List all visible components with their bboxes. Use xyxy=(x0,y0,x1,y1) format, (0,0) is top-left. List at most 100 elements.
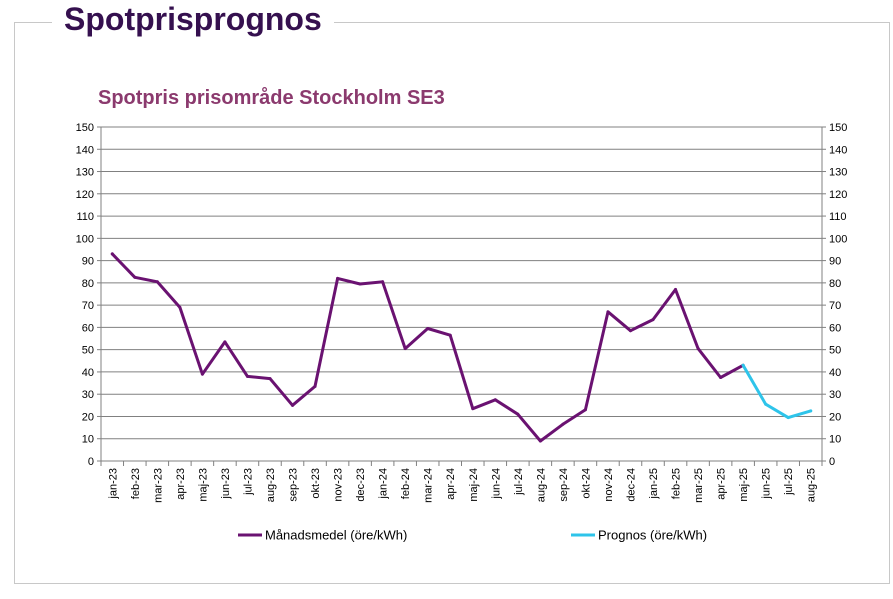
data-point xyxy=(155,280,159,284)
data-point xyxy=(223,340,227,344)
x-tick-label: okt-24 xyxy=(580,468,592,499)
x-tick-label: jun-25 xyxy=(761,468,773,500)
data-point xyxy=(426,327,430,331)
y-tick-label-right: 120 xyxy=(829,189,847,201)
data-point xyxy=(110,252,114,256)
legend-label: Månadsmedel (öre/kWh) xyxy=(265,528,407,543)
legend: Månadsmedel (öre/kWh) Prognos (öre/kWh) xyxy=(238,528,707,543)
data-point xyxy=(628,329,632,333)
data-point xyxy=(358,282,362,286)
y-tick-label-right: 10 xyxy=(829,434,841,446)
y-tick-label-right: 80 xyxy=(829,278,841,290)
x-tick-label: mar-24 xyxy=(423,468,435,503)
data-point xyxy=(674,288,678,292)
data-point xyxy=(313,384,317,388)
data-point xyxy=(245,374,249,378)
x-tick-label: maj-25 xyxy=(738,468,750,502)
data-point xyxy=(448,333,452,337)
y-tick-label-right: 100 xyxy=(829,233,847,245)
data-point xyxy=(381,280,385,284)
x-tick-label: apr-24 xyxy=(445,468,457,500)
series-line-manadsmedel xyxy=(110,252,745,443)
x-tick-label: apr-25 xyxy=(716,468,728,500)
data-point xyxy=(651,318,655,322)
x-tick-label: apr-23 xyxy=(175,468,187,500)
data-point xyxy=(516,412,520,416)
x-tick-label: jun-24 xyxy=(490,468,502,500)
x-tick-label: feb-23 xyxy=(130,468,142,499)
y-tick-label-left: 40 xyxy=(82,367,94,379)
series-line-prognos xyxy=(741,363,813,420)
x-tick-label: jan-23 xyxy=(107,468,119,500)
y-tick-label-left: 100 xyxy=(76,233,94,245)
y-tick-label-left: 50 xyxy=(82,345,94,357)
legend-item-prognos: Prognos (öre/kWh) xyxy=(571,528,707,543)
data-point xyxy=(719,376,723,379)
x-tick-label: jul-25 xyxy=(783,468,795,496)
data-point xyxy=(764,402,768,406)
y-tick-label-right: 150 xyxy=(829,122,847,134)
y-tick-label-left: 80 xyxy=(82,278,94,290)
x-tick-label: dec-23 xyxy=(355,468,367,502)
data-point xyxy=(178,305,182,309)
gridlines xyxy=(101,126,822,462)
legend-item-manadsmedel: Månadsmedel (öre/kWh) xyxy=(238,528,407,543)
data-point xyxy=(561,422,565,426)
y-tick-label-left: 150 xyxy=(76,122,94,134)
x-tick-label: feb-24 xyxy=(400,468,412,499)
y-tick-label-left: 130 xyxy=(76,167,94,179)
y-tick-label-left: 20 xyxy=(82,411,94,423)
y-tick-label-right: 0 xyxy=(829,456,835,468)
data-point xyxy=(133,275,137,279)
data-point xyxy=(606,310,610,314)
x-tick-label: maj-24 xyxy=(468,468,480,502)
series-layer xyxy=(110,252,813,443)
x-tick-label: jul-24 xyxy=(513,468,525,496)
y-tick-label-right: 50 xyxy=(829,345,841,357)
x-tick-label: nov-24 xyxy=(603,468,615,502)
data-point xyxy=(291,403,295,407)
x-tick-label: jun-23 xyxy=(220,468,232,500)
data-point xyxy=(696,347,700,351)
x-tick-label: dec-24 xyxy=(625,468,637,502)
y-tick-label-left: 140 xyxy=(76,144,94,156)
x-tick-label: aug-23 xyxy=(265,468,277,502)
page-title: Spotprisprognos xyxy=(52,0,334,38)
x-tick-label: sep-24 xyxy=(558,468,570,502)
y-tick-label-right: 40 xyxy=(829,367,841,379)
y-tick-label-right: 110 xyxy=(829,211,847,223)
y-tick-label-left: 70 xyxy=(82,300,94,312)
x-tick-label: jan-24 xyxy=(378,468,390,500)
data-point xyxy=(809,409,813,413)
x-tick-label: aug-24 xyxy=(535,468,547,502)
x-tick-label: sep-23 xyxy=(288,468,300,502)
data-point xyxy=(336,276,340,280)
data-point xyxy=(741,363,745,367)
x-tick-label: nov-23 xyxy=(333,468,345,502)
data-point xyxy=(403,347,407,351)
x-tick-label: okt-23 xyxy=(310,468,322,499)
chart-frame xyxy=(14,22,890,584)
data-point xyxy=(200,372,204,376)
y-tick-label-left: 120 xyxy=(76,189,94,201)
data-point xyxy=(786,416,790,420)
y-tick-label-right: 140 xyxy=(829,144,847,156)
y-tick-label-left: 60 xyxy=(82,322,94,334)
data-point xyxy=(538,439,542,443)
data-point xyxy=(268,377,272,381)
y-axis-left: 0 10 20 30 40 50 60 70 80 90 100 110 120 130 140 150 xyxy=(76,122,102,468)
y-tick-label-left: 30 xyxy=(82,389,94,401)
x-axis: jan-23 feb-23 mar-23 apr-23 maj-23 jun-23 jul-… xyxy=(100,460,823,503)
y-tick-label-right: 20 xyxy=(829,411,841,423)
x-tick-label: mar-23 xyxy=(152,468,164,503)
x-tick-label: mar-25 xyxy=(693,468,705,503)
y-tick-label-right: 90 xyxy=(829,256,841,268)
x-tick-label: maj-23 xyxy=(197,468,209,502)
y-tick-label-right: 70 xyxy=(829,300,841,312)
y-axis-right: 0 10 20 30 40 50 60 70 80 90 100 110 120 130 140 150 xyxy=(821,122,847,468)
chart-title: Spotpris prisområde Stockholm SE3 xyxy=(98,87,445,109)
y-tick-label-left: 110 xyxy=(76,211,94,223)
data-point xyxy=(471,407,475,411)
x-tick-label: jan-25 xyxy=(648,468,660,500)
